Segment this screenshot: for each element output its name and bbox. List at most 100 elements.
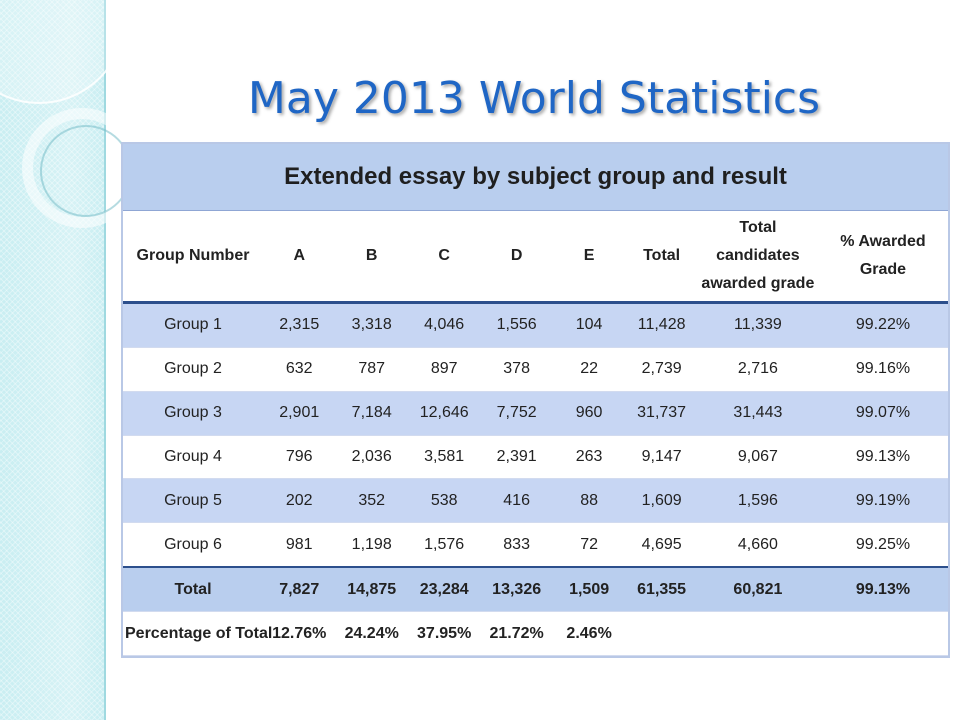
table-row: Group 5 202 352 538 416 88 1,609 1,596 99.19% bbox=[123, 478, 948, 524]
cell-total-awarded: 11,339 bbox=[697, 302, 818, 348]
cell-grade-e: 960 bbox=[552, 391, 626, 436]
cell-grade-b: 1,198 bbox=[335, 522, 408, 568]
cell-percent-awarded: 99.25% bbox=[817, 522, 948, 568]
header-total-awarded-line1: Total candidates bbox=[716, 219, 800, 264]
header-percent-awarded: % Awarded Grade bbox=[817, 210, 948, 304]
cell-grade-d: 21.72% bbox=[480, 611, 553, 656]
cell-grade-e: 1,509 bbox=[552, 566, 626, 613]
header-grade-a: A bbox=[263, 210, 336, 304]
cell-percent-awarded: 99.19% bbox=[817, 478, 948, 524]
cell-grade-b: 352 bbox=[335, 478, 408, 524]
cell-total: 4,695 bbox=[625, 522, 698, 568]
cell-total: 31,737 bbox=[625, 391, 698, 436]
cell-total-awarded: 31,443 bbox=[697, 391, 818, 436]
cell-grade-e: 88 bbox=[552, 478, 626, 524]
cell-grade-b: 3,318 bbox=[335, 302, 408, 348]
cell-total-awarded: 1,596 bbox=[697, 478, 818, 524]
cell-grade-a: 796 bbox=[263, 435, 336, 480]
table-caption-row: Extended essay by subject group and resu… bbox=[123, 144, 948, 211]
cell-grade-d: 7,752 bbox=[480, 391, 553, 436]
extended-essay-table: Extended essay by subject group and resu… bbox=[123, 144, 948, 656]
cell-total-awarded: 60,821 bbox=[697, 566, 818, 613]
cell-grade-b: 7,184 bbox=[335, 391, 408, 436]
cell-grade-a: 2,315 bbox=[263, 302, 336, 348]
cell-percent-awarded: 99.16% bbox=[817, 347, 948, 392]
cell-grade-e: 2.46% bbox=[552, 611, 626, 656]
cell-group: Group 6 bbox=[123, 522, 263, 568]
cell-group: Percentage of Total bbox=[123, 611, 272, 656]
cell-percent-awarded bbox=[817, 611, 948, 656]
header-grade-d: D bbox=[480, 210, 553, 304]
header-group-number: Group Number bbox=[123, 210, 263, 304]
cell-grade-b: 14,875 bbox=[335, 566, 408, 613]
cell-grade-d: 1,556 bbox=[480, 302, 553, 348]
table-row: Group 6 981 1,198 1,576 833 72 4,695 4,660 99.25… bbox=[123, 522, 948, 568]
table-row: Group 3 2,901 7,184 12,646 7,752 960 31,737 31,… bbox=[123, 391, 948, 436]
cell-grade-c: 4,046 bbox=[407, 302, 481, 348]
cell-group: Group 2 bbox=[123, 347, 263, 392]
cell-grade-d: 416 bbox=[480, 478, 553, 524]
cell-grade-e: 104 bbox=[552, 302, 626, 348]
table-caption: Extended essay by subject group and resu… bbox=[123, 144, 948, 211]
cell-grade-c: 23,284 bbox=[407, 566, 481, 613]
cell-group: Group 5 bbox=[123, 478, 263, 524]
cell-grade-c: 538 bbox=[407, 478, 481, 524]
cell-total-awarded: 4,660 bbox=[697, 522, 818, 568]
cell-grade-c: 897 bbox=[407, 347, 481, 392]
cell-group: Group 3 bbox=[123, 391, 263, 436]
cell-grade-a: 12.76% bbox=[263, 611, 336, 656]
cell-grade-a: 981 bbox=[263, 522, 336, 568]
table-header-row: Group Number A B C D E Total Total candi… bbox=[123, 210, 948, 304]
cell-grade-d: 13,326 bbox=[480, 566, 553, 613]
cell-percent-awarded: 99.13% bbox=[817, 435, 948, 480]
header-grade-e: E bbox=[552, 210, 626, 304]
table-row: Group 2 632 787 897 378 22 2,739 2,716 99.16% bbox=[123, 347, 948, 392]
table-body: Group 1 2,315 3,318 4,046 1,556 104 11,428 11,3… bbox=[123, 302, 948, 656]
cell-percent-awarded: 99.22% bbox=[817, 302, 948, 348]
cell-total-awarded bbox=[697, 611, 818, 656]
header-total-awarded: Total candidates awarded grade bbox=[697, 210, 818, 304]
cell-total: 9,147 bbox=[625, 435, 698, 480]
cell-grade-c: 12,646 bbox=[407, 391, 481, 436]
cell-grade-e: 263 bbox=[552, 435, 626, 480]
cell-grade-a: 7,827 bbox=[263, 566, 336, 613]
decorative-side-band bbox=[0, 0, 142, 720]
cell-grade-b: 24.24% bbox=[335, 611, 408, 656]
cell-total: 61,355 bbox=[625, 566, 698, 613]
cell-grade-e: 72 bbox=[552, 522, 626, 568]
cell-group: Total bbox=[123, 566, 263, 613]
cell-total bbox=[625, 611, 698, 656]
decorative-ring-inner bbox=[40, 125, 132, 217]
cell-grade-c: 37.95% bbox=[407, 611, 481, 656]
table-row: Group 1 2,315 3,318 4,046 1,556 104 11,428 11,3… bbox=[123, 302, 948, 348]
cell-group: Group 1 bbox=[123, 302, 263, 348]
header-total-awarded-line2: awarded grade bbox=[701, 275, 815, 292]
table-percentage-row: Percentage of Total 12.76% 24.24% 37.95% 21.… bbox=[123, 611, 948, 656]
cell-total: 2,739 bbox=[625, 347, 698, 392]
cell-total-awarded: 2,716 bbox=[697, 347, 818, 392]
cell-grade-a: 202 bbox=[263, 478, 336, 524]
cell-grade-a: 632 bbox=[263, 347, 336, 392]
slide-title: May 2013 World Statistics bbox=[247, 73, 821, 124]
header-total: Total bbox=[625, 210, 698, 304]
table-row: Group 4 796 2,036 3,581 2,391 263 9,147 9,067 99… bbox=[123, 435, 948, 480]
cell-grade-c: 1,576 bbox=[407, 522, 481, 568]
cell-total-awarded: 9,067 bbox=[697, 435, 818, 480]
cell-grade-d: 833 bbox=[480, 522, 553, 568]
cell-grade-a: 2,901 bbox=[263, 391, 336, 436]
table-total-row: Total 7,827 14,875 23,284 13,326 1,509 61,355 6… bbox=[123, 566, 948, 613]
cell-percent-awarded: 99.07% bbox=[817, 391, 948, 436]
cell-grade-b: 787 bbox=[335, 347, 408, 392]
statistics-table-panel: Extended essay by subject group and resu… bbox=[121, 142, 950, 658]
cell-group: Group 4 bbox=[123, 435, 263, 480]
cell-percent-awarded: 99.13% bbox=[817, 566, 948, 613]
header-grade-b: B bbox=[335, 210, 408, 304]
cell-grade-e: 22 bbox=[552, 347, 626, 392]
cell-grade-b: 2,036 bbox=[335, 435, 408, 480]
cell-total: 11,428 bbox=[625, 302, 698, 348]
header-grade-c: C bbox=[407, 210, 481, 304]
cell-total: 1,609 bbox=[625, 478, 698, 524]
cell-grade-c: 3,581 bbox=[407, 435, 481, 480]
cell-grade-d: 378 bbox=[480, 347, 553, 392]
cell-grade-d: 2,391 bbox=[480, 435, 553, 480]
